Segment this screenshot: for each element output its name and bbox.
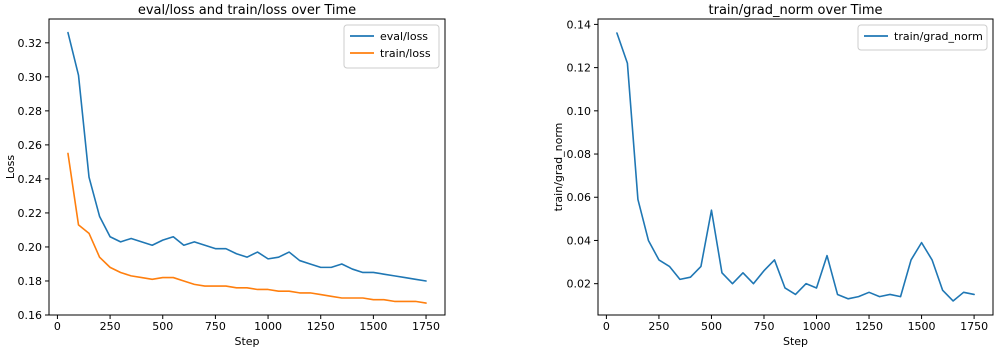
y-tick-label: 0.14 — [567, 18, 592, 31]
series-line-train-grad-norm — [616, 32, 975, 302]
y-axis-label: Loss — [4, 155, 17, 179]
legend: eval/loss train/loss — [343, 24, 440, 69]
legend-box — [857, 24, 988, 51]
y-tick-label: 0.30 — [18, 71, 43, 84]
x-tick-label: 1000 — [803, 320, 831, 333]
legend: train/grad_norm — [857, 24, 988, 51]
plot-area — [48, 18, 446, 316]
y-axis: 0.02 0.04 0.06 0.08 0.10 0.12 0.14 — [567, 18, 598, 291]
y-tick-label: 0.32 — [18, 37, 43, 50]
x-axis-label: Step — [783, 335, 808, 348]
y-tick-label: 0.20 — [18, 241, 43, 254]
legend-entry: eval/loss — [380, 30, 428, 43]
x-tick-label: 750 — [753, 320, 774, 333]
y-axis-label: train/grad_norm — [552, 123, 565, 212]
y-tick-label: 0.26 — [18, 139, 43, 152]
y-tick-label: 0.02 — [567, 278, 592, 291]
x-tick-label: 500 — [152, 320, 173, 333]
series-line-train-loss — [67, 152, 427, 304]
y-tick-label: 0.24 — [18, 173, 43, 186]
x-tick-label: 250 — [100, 320, 121, 333]
y-tick-label: 0.12 — [567, 62, 592, 75]
y-tick-label: 0.04 — [567, 234, 592, 247]
y-tick-label: 0.06 — [567, 191, 592, 204]
x-tick-label: 0 — [54, 320, 61, 333]
x-tick-label: 1250 — [307, 320, 335, 333]
series-line-eval-loss — [67, 31, 427, 282]
x-tick-label: 0 — [603, 320, 610, 333]
y-tick-label: 0.08 — [567, 148, 592, 161]
x-tick-label: 1500 — [359, 320, 387, 333]
y-tick-label: 0.16 — [18, 309, 43, 322]
x-axis-label: Step — [234, 335, 259, 348]
x-tick-label: 1750 — [960, 320, 988, 333]
chart-2: train/grad_norm over Time 0 250 500 750 1000 1… — [552, 3, 994, 348]
x-tick-label: 750 — [205, 320, 226, 333]
x-tick-label: 500 — [701, 320, 722, 333]
y-tick-label: 0.10 — [567, 105, 592, 118]
y-tick-label: 0.18 — [18, 275, 43, 288]
plot-area — [597, 18, 994, 316]
x-tick-label: 1500 — [908, 320, 936, 333]
chart-title: eval/loss and train/loss over Time — [138, 3, 356, 18]
x-tick-label: 1250 — [855, 320, 883, 333]
x-axis: 0 250 500 750 1000 1250 1500 1750 — [54, 315, 440, 333]
chart-1: eval/loss and train/loss over Time 0 250 50… — [4, 3, 446, 348]
y-tick-label: 0.28 — [18, 105, 43, 118]
y-axis: 0.16 0.18 0.20 0.22 0.24 0.26 0.28 0.30 0.32 — [18, 37, 49, 322]
chart-title: train/grad_norm over Time — [709, 3, 883, 18]
x-tick-label: 250 — [648, 320, 669, 333]
y-tick-label: 0.22 — [18, 207, 43, 220]
legend-entry: train/loss — [380, 47, 431, 60]
x-tick-label: 1000 — [254, 320, 282, 333]
x-tick-label: 1750 — [412, 320, 440, 333]
legend-entry: train/grad_norm — [894, 30, 983, 43]
x-axis: 0 250 500 750 1000 1250 1500 1750 — [603, 315, 988, 333]
